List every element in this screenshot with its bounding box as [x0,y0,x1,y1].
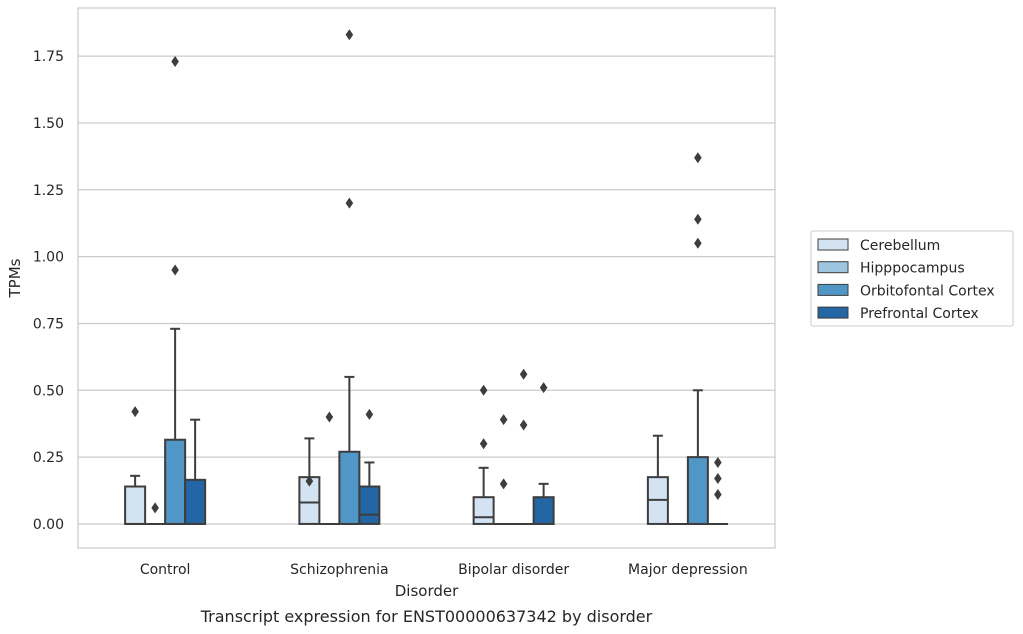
outlier-point [694,152,702,164]
box-group [472,384,495,525]
box-group [686,152,709,525]
y-axis-title: TPMs [6,258,24,298]
outlier-point [694,213,702,225]
outlier-point [345,29,354,41]
box-group [184,418,207,525]
box-group [124,406,147,525]
legend-swatch [817,261,849,274]
x-tick-label: Control [140,562,191,578]
legend-swatch [817,283,849,296]
box-group [532,382,555,525]
x-tick-label: Bipolar disorder [458,562,569,578]
box-group [646,434,669,525]
outlier-point [345,197,354,209]
outlier-point [305,475,314,487]
boxes [124,29,728,525]
box [686,456,709,525]
box [472,496,495,525]
outlier-point [519,419,528,431]
box-group [338,29,361,525]
y-tick-label: 1.00 [33,250,64,266]
box [164,438,187,525]
legend-swatch [817,238,849,251]
y-tick-label: 0.50 [33,383,64,399]
y-tick-label: 1.25 [33,183,64,199]
legend-label: Prefrontal Cortex [860,306,979,322]
box [338,450,361,525]
y-tick-label: 0.25 [33,450,64,466]
y-tick-label: 1.50 [33,116,64,132]
box [532,496,555,525]
y-tick-label: 1.75 [33,49,64,65]
chart-caption: Transcript expression for ENST0000063734… [200,607,653,626]
y-tick-label: 0.00 [33,517,64,533]
box-group [319,411,340,525]
box-group [493,414,514,525]
legend-label: Hipppocampus [860,261,965,277]
outlier-point [539,382,548,394]
outlier-point [714,472,722,484]
outlier-point [131,406,139,418]
legend-frame [810,230,1014,327]
x-tick-label: Major depression [628,562,748,578]
legend: Cerebellum Hipppocampus Orbitofontal Corte… [810,230,1014,327]
box-group [513,368,534,525]
outlier-point [714,489,722,501]
box [124,485,147,525]
outlier-point [365,408,374,420]
legend-label: Cerebellum [860,238,940,254]
y-tick-labels: 0.00 0.25 0.50 0.75 1.00 1.25 1.50 1.75 [33,49,64,533]
outlier-point [171,55,179,67]
legend-swatch [817,306,849,319]
box [184,478,207,525]
plot-frame [77,7,776,549]
box-group [707,456,728,525]
x-tick-label: Schizophrenia [290,562,388,578]
box-group [145,502,166,525]
outlier-point [479,384,488,396]
outlier-point [694,237,702,249]
outlier-point [479,438,488,450]
outlier-point [325,411,334,423]
outlier-point [499,478,508,490]
outlier-point [519,368,528,380]
legend-label: Orbitofontal Cortex [860,283,995,299]
box-group [298,437,321,525]
y-tick-label: 0.75 [33,316,64,332]
x-tick-labels: Control Schizophrenia Bipolar disorder Majo… [140,562,748,578]
x-axis-title: Disorder [395,582,459,600]
box [358,485,381,525]
outlier-point [171,264,179,276]
outlier-point [714,456,722,468]
outlier-point [151,502,159,514]
outlier-point [499,414,508,426]
box-group [358,408,381,525]
